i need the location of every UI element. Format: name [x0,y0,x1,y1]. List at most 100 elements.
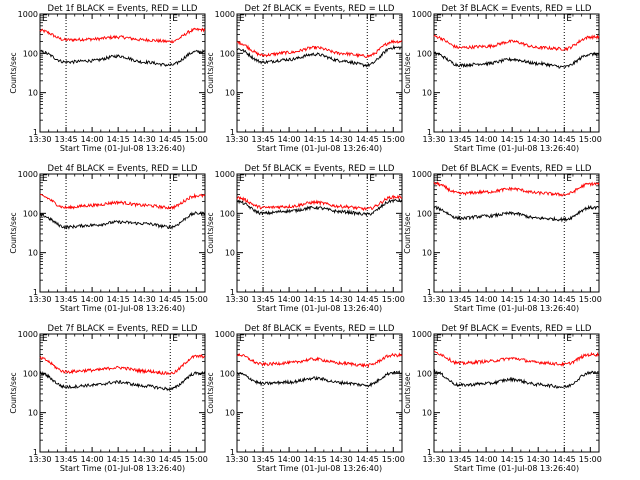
y-tick-label: 1000 [412,10,432,19]
x-tick-label: 13:45 [252,455,275,464]
marker-label-e: E [436,334,442,344]
y-tick-label: 1 [230,288,235,297]
lld-series-line [39,353,206,375]
panel-title: Det 6f BLACK = Events, RED = LLD [442,164,592,174]
x-tick-label: 14:30 [527,455,550,464]
marker-label-e: E [172,334,178,344]
lld-series-line [433,34,600,52]
x-tick-label: 13:45 [449,135,472,144]
x-tick-label: 13:30 [28,135,51,144]
marker-label-e: E [42,334,48,344]
y-tick-label: 10 [225,409,235,418]
detector-panel: Det 5f BLACK = Events, RED = LLD 1 10 100 10… [206,164,405,313]
y-axis-label: Counts/sec [9,372,18,413]
y-tick-label: 10 [28,89,38,98]
x-tick-label: 13:30 [225,135,248,144]
y-tick-label: 1 [427,288,432,297]
y-tick-label: 1 [230,448,235,457]
events-series-line [236,370,403,388]
x-tick-label: 14:45 [356,135,379,144]
events-series-line [433,51,600,69]
y-tick-label: 10 [225,249,235,258]
x-tick-label: 14:30 [330,455,353,464]
y-tick-label: 10 [28,409,38,418]
y-tick-label: 100 [220,209,235,218]
y-axis-label: Counts/sec [206,372,215,413]
x-tick-label: 14:30 [527,295,550,304]
detector-panel: Det 3f BLACK = Events, RED = LLD 1 10 100 10… [403,4,602,153]
y-tick-label: 1 [33,448,38,457]
x-axis-label: Start Time (01-Jul-08 13:26:40) [454,304,579,313]
y-tick-label: 1000 [18,330,38,339]
x-tick-label: 14:15 [304,295,327,304]
x-tick-label: 14:00 [475,295,498,304]
x-tick-label: 14:00 [81,295,104,304]
events-series-line [236,44,403,68]
marker-label-e: E [239,334,245,344]
x-tick-label: 14:15 [501,135,524,144]
y-tick-label: 100 [23,49,38,58]
x-tick-label: 14:30 [133,455,156,464]
marker-label-e: E [566,14,572,24]
x-tick-label: 14:00 [81,135,104,144]
panel-title: Det 4f BLACK = Events, RED = LLD [48,164,198,174]
x-tick-label: 13:30 [28,455,51,464]
detector-panel: Det 7f BLACK = Events, RED = LLD 1 10 100 10… [9,324,208,473]
y-axis-label: Counts/sec [206,52,215,93]
x-axis-label: Start Time (01-Jul-08 13:26:40) [454,464,579,473]
marker-label-e: E [42,14,48,24]
x-tick-label: 14:45 [553,295,576,304]
y-tick-label: 1000 [215,170,235,179]
x-tick-label: 14:15 [107,135,130,144]
plot-frame [433,173,600,293]
marker-label-e: E [436,174,442,184]
detector-panel: Det 1f BLACK = Events, RED = LLD 1 10 100 10… [9,4,208,153]
x-tick-label: 13:30 [28,295,51,304]
y-tick-label: 1000 [215,10,235,19]
y-tick-label: 1 [427,448,432,457]
x-tick-label: 14:45 [356,295,379,304]
x-tick-label: 15:00 [185,455,208,464]
x-tick-label: 14:45 [356,455,379,464]
x-tick-label: 13:30 [225,455,248,464]
x-tick-label: 13:45 [252,135,275,144]
marker-label-e: E [566,334,572,344]
y-tick-label: 100 [417,49,432,58]
events-series-line [433,204,600,223]
y-tick-label: 10 [225,89,235,98]
x-tick-label: 14:45 [159,135,182,144]
y-tick-label: 1 [427,128,432,137]
x-tick-label: 13:45 [55,295,78,304]
y-axis-label: Counts/sec [403,212,412,253]
x-tick-label: 14:00 [278,455,301,464]
plot-frame [39,333,206,453]
y-axis-label: Counts/sec [9,212,18,253]
lld-series-line [236,39,403,59]
panel-title: Det 2f BLACK = Events, RED = LLD [245,4,395,14]
plot-frame [236,13,403,133]
y-tick-label: 10 [422,249,432,258]
panel-title: Det 7f BLACK = Events, RED = LLD [48,324,198,334]
y-axis-label: Counts/sec [403,372,412,413]
x-tick-label: 13:45 [252,295,275,304]
marker-label-e: E [566,174,572,184]
detector-panel: Det 8f BLACK = Events, RED = LLD 1 10 100 10… [206,324,405,473]
x-tick-label: 13:45 [449,295,472,304]
x-tick-label: 14:00 [475,455,498,464]
panel-title: Det 1f BLACK = Events, RED = LLD [48,4,198,14]
panel-title: Det 3f BLACK = Events, RED = LLD [442,4,592,14]
x-axis-label: Start Time (01-Jul-08 13:26:40) [60,144,185,153]
plot-frame [236,173,403,293]
y-tick-label: 10 [422,409,432,418]
y-tick-label: 1000 [215,330,235,339]
plot-frame [236,333,403,453]
detector-panel: Det 9f BLACK = Events, RED = LLD 1 10 100 10… [403,324,602,473]
x-tick-label: 13:30 [422,455,445,464]
y-tick-label: 1000 [412,330,432,339]
x-tick-label: 13:30 [422,295,445,304]
x-axis-label: Start Time (01-Jul-08 13:26:40) [60,464,185,473]
marker-label-e: E [172,14,178,24]
plot-frame [433,333,600,453]
panel-title: Det 5f BLACK = Events, RED = LLD [245,164,395,174]
